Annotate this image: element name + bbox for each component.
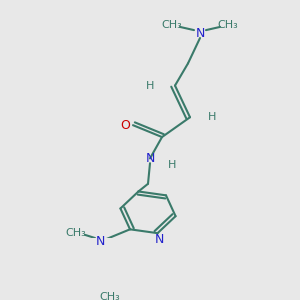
Text: H: H xyxy=(168,160,176,170)
Text: CH₃: CH₃ xyxy=(66,228,86,238)
Text: O: O xyxy=(120,119,130,132)
Text: N: N xyxy=(155,233,164,246)
Text: N: N xyxy=(95,235,105,248)
Text: CH₃: CH₃ xyxy=(218,20,239,30)
Text: N: N xyxy=(195,27,205,40)
Text: N: N xyxy=(145,152,155,165)
Text: CH₃: CH₃ xyxy=(100,292,120,300)
Text: CH₃: CH₃ xyxy=(162,20,182,30)
Text: H: H xyxy=(208,112,216,122)
Text: H: H xyxy=(146,81,154,91)
